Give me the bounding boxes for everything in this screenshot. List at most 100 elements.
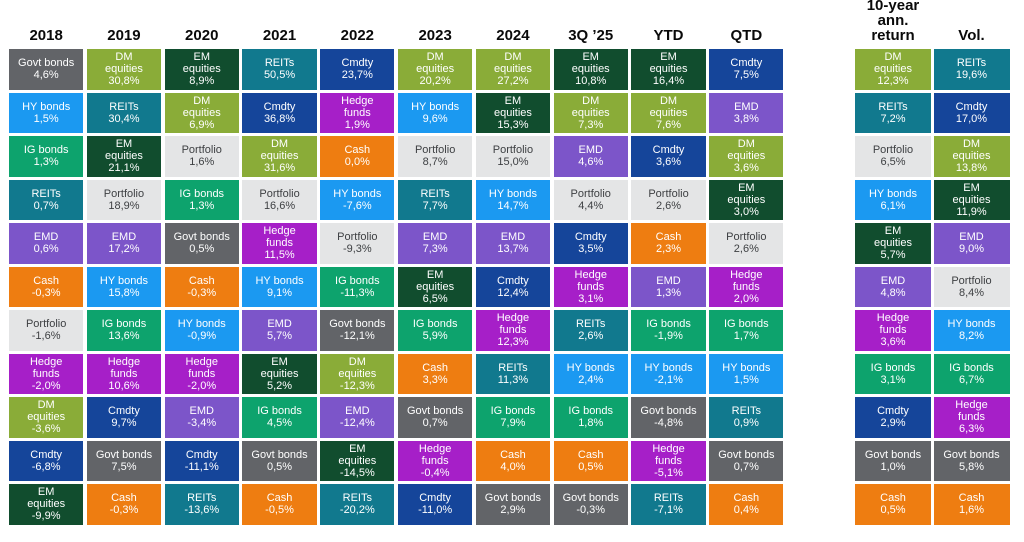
asset-return-value: 8,4% xyxy=(958,286,985,299)
asset-return-value: 12,3% xyxy=(497,336,529,349)
asset-label: HY bonds xyxy=(411,100,460,113)
column-header-label: 2022 xyxy=(340,27,375,44)
asset-label: Govt bonds xyxy=(407,405,464,418)
asset-label: EMD xyxy=(111,231,137,244)
cell-hedge-funds: Hedge funds 10,6% xyxy=(86,353,162,394)
cell-cmdty: Cmdty 3,5% xyxy=(553,223,628,264)
cell-govt-bonds: Govt bonds 5,8% xyxy=(933,440,1010,481)
column-vol: Vol. REITs 19,6% Cmdty 17,0% DM equities 13,8%… xyxy=(933,8,1010,525)
cell-reits: REITs 11,3% xyxy=(475,353,551,394)
asset-return-value: 7,3% xyxy=(578,118,604,131)
asset-label: IG bonds xyxy=(179,187,225,200)
asset-label: Cash xyxy=(422,361,448,374)
asset-return-value: -20,2% xyxy=(339,504,375,517)
asset-label: HY bonds xyxy=(644,361,693,374)
asset-return-value: -0,5% xyxy=(265,504,294,517)
asset-return-value: 3,0% xyxy=(733,205,759,218)
asset-return-value: 11,9% xyxy=(956,205,987,218)
asset-label: Cmdty xyxy=(877,405,909,418)
cell-cash: Cash -0,5% xyxy=(242,484,317,525)
cell-ig-bonds: IG bonds 1,3% xyxy=(164,179,239,220)
asset-label: Hedge funds xyxy=(107,355,141,380)
asset-label: Hedge funds xyxy=(652,442,685,467)
asset-return-value: 13,7% xyxy=(497,243,529,256)
cell-cmdty: Cmdty 17,0% xyxy=(933,92,1010,133)
cell-portfolio: Portfolio 2,6% xyxy=(631,179,706,220)
column-2021: 2021 REITs 50,5% Cmdty 36,8% DM equities 31,6%… xyxy=(242,8,317,525)
cell-hedge-funds: Hedge funds 6,3% xyxy=(933,397,1010,438)
cell-cmdty: Cmdty 9,7% xyxy=(86,397,162,438)
asset-return-value: 1,3% xyxy=(189,199,215,212)
cell-cash: Cash 1,6% xyxy=(933,484,1010,525)
cell-cash: Cash 0,5% xyxy=(553,440,628,481)
asset-return-value: 4,6% xyxy=(578,156,604,169)
asset-return-value: -9,3% xyxy=(342,243,372,256)
asset-return-value: 0,7% xyxy=(733,460,759,473)
asset-label: Govt bonds xyxy=(718,448,775,461)
cell-reits: REITs 2,6% xyxy=(553,310,628,351)
asset-label: DM equities xyxy=(416,51,455,76)
asset-return-value: 1,3% xyxy=(33,156,59,169)
asset-return-value: 9,0% xyxy=(958,243,985,256)
asset-label: HY bonds xyxy=(488,187,537,200)
cell-em-equities: EM equities 10,8% xyxy=(553,49,628,90)
asset-label: DM equities xyxy=(182,94,221,119)
cell-hy-bonds: HY bonds 14,7% xyxy=(475,179,551,220)
asset-return-value: 14,7% xyxy=(497,199,529,212)
cell-cmdty: Cmdty -11,1% xyxy=(164,440,239,481)
asset-return-value: 3,6% xyxy=(733,162,759,175)
asset-return-value: 0,5% xyxy=(189,243,215,256)
cell-reits: REITs 19,6% xyxy=(933,49,1010,90)
cell-hedge-funds: Hedge funds -0,4% xyxy=(397,440,473,481)
asset-return-value: -9,9% xyxy=(31,510,61,523)
column-header: Vol. xyxy=(934,8,1010,46)
asset-label: Cash xyxy=(188,274,215,287)
asset-label: EM equities xyxy=(874,225,912,250)
asset-label: Cmdty xyxy=(341,57,374,70)
asset-label: Hedge funds xyxy=(574,268,607,293)
asset-return-value: 3,6% xyxy=(880,336,906,349)
asset-label: REITs xyxy=(498,361,528,374)
asset-return-value: 5,9% xyxy=(422,330,448,343)
asset-label: Hedge funds xyxy=(263,225,296,250)
asset-return-value: 0,6% xyxy=(33,243,59,256)
asset-label: HY bonds xyxy=(255,274,304,287)
asset-return-value: 0,9% xyxy=(733,417,759,430)
cell-ig-bonds: IG bonds 3,1% xyxy=(855,353,931,394)
column-header-label: 2023 xyxy=(418,27,452,44)
cell-govt-bonds: Govt bonds -12,1% xyxy=(320,310,395,351)
asset-label: IG bonds xyxy=(101,318,147,331)
cell-hedge-funds: Hedge funds 1,9% xyxy=(320,92,395,133)
cell-dm-equities: DM equities 7,3% xyxy=(553,92,628,133)
asset-return-value: 1,5% xyxy=(733,373,759,386)
asset-return-value: 3,5% xyxy=(578,243,604,256)
cell-portfolio: Portfolio 16,6% xyxy=(242,179,317,220)
cell-emd: EMD 4,8% xyxy=(855,266,931,307)
asset-return-value: -2,1% xyxy=(654,373,683,386)
asset-return-value: -7,6% xyxy=(342,199,372,212)
asset-label: DM equities xyxy=(952,138,991,163)
cell-hedge-funds: Hedge funds -2,0% xyxy=(9,353,84,394)
asset-label: EMD xyxy=(959,231,984,244)
asset-label: Cmdty xyxy=(185,448,218,461)
cell-em-equities: EM equities 16,4% xyxy=(631,49,706,90)
asset-return-value: 2,0% xyxy=(733,292,759,305)
asset-return-value: 2,6% xyxy=(578,330,604,343)
asset-return-value: 21,1% xyxy=(108,162,140,175)
asset-label: Portfolio xyxy=(259,187,300,200)
asset-label: Portfolio xyxy=(25,318,67,331)
column-header: YTD xyxy=(631,8,705,46)
asset-return-value: -11,1% xyxy=(184,460,219,473)
cell-cash: Cash -0,3% xyxy=(164,266,239,307)
asset-return-value: -7,1% xyxy=(654,504,683,517)
column-2023: 2023 DM equities 20,2% HY bonds 9,6% Portfoli… xyxy=(397,8,473,525)
cell-hedge-funds: Hedge funds 2,0% xyxy=(709,266,784,307)
column-header-label: 2020 xyxy=(185,27,219,44)
column-header: 2020 xyxy=(165,8,239,46)
cell-portfolio: Portfolio 6,5% xyxy=(855,136,931,177)
cell-portfolio: Portfolio 1,6% xyxy=(164,136,239,177)
asset-label: Hedge funds xyxy=(730,268,763,293)
asset-label: DM equities xyxy=(874,51,912,76)
asset-label: Cash xyxy=(500,448,526,461)
cell-cash: Cash 0,0% xyxy=(320,136,395,177)
